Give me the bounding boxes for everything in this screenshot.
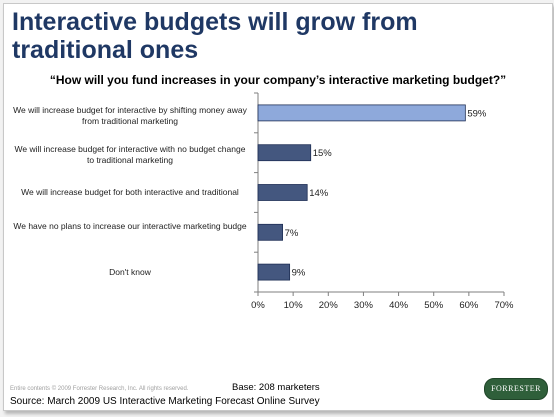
bar bbox=[257, 144, 312, 162]
data-label: 9% bbox=[292, 268, 306, 279]
x-tick-label: 40% bbox=[389, 300, 409, 311]
data-label: 59% bbox=[467, 108, 487, 119]
bar bbox=[257, 184, 308, 201]
bar-chart: 0% 10% 20% 30% 40% 50% 60% 70% 59% 15% 14% 7% 9% bbox=[251, 92, 514, 311]
forrester-logo: FORRESTER bbox=[484, 378, 548, 400]
x-tick-label: 0% bbox=[251, 300, 265, 311]
category-label: Don't know bbox=[109, 267, 151, 277]
category-label: We will increase budget for both interac… bbox=[21, 187, 239, 197]
category-label: We will increase budget for interactive … bbox=[14, 144, 246, 165]
bar bbox=[257, 223, 284, 241]
data-label: 15% bbox=[313, 148, 333, 159]
source-note: Source: March 2009 US Interactive Market… bbox=[10, 396, 320, 407]
base-note: Base: 208 marketers bbox=[232, 382, 320, 393]
x-tick-label: 20% bbox=[319, 300, 339, 311]
x-tick-label: 30% bbox=[354, 300, 374, 311]
data-label: 14% bbox=[309, 188, 329, 199]
category-label: We will increase budget for interactive … bbox=[13, 105, 247, 126]
slide-title: Interactive budgets will grow from tradi… bbox=[12, 8, 418, 64]
x-tick-label: 10% bbox=[284, 300, 304, 311]
data-label: 7% bbox=[285, 228, 299, 239]
slide: Interactive budgets will grow from tradi… bbox=[3, 3, 553, 411]
copyright-note: Entire contents © 2009 Forrester Researc… bbox=[10, 386, 189, 392]
x-tick-label: 70% bbox=[494, 300, 514, 311]
bar bbox=[257, 263, 291, 281]
chart-title: “How will you fund increases in your com… bbox=[49, 73, 507, 87]
x-tick-label: 50% bbox=[424, 300, 444, 311]
bar bbox=[257, 104, 466, 122]
category-label: We have no plans to increase our interac… bbox=[13, 221, 247, 231]
x-tick-label: 60% bbox=[459, 300, 479, 311]
